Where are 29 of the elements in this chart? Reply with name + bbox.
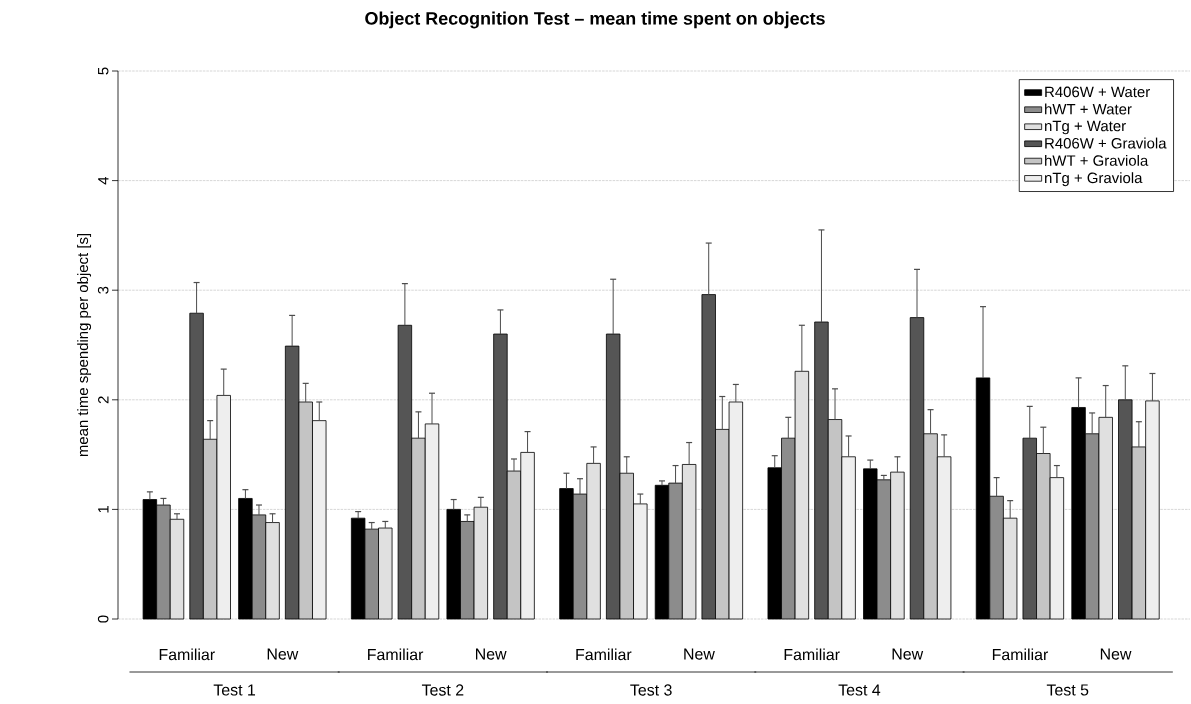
- legend-label: nTg + Graviola: [1045, 172, 1143, 187]
- y-tick-label: 5: [98, 67, 109, 75]
- text: Test 5: [1046, 684, 1089, 696]
- y-tick-label: 2: [98, 396, 109, 404]
- x-tick-label: Familiar: [992, 648, 1049, 661]
- x-tick-label: Familiar: [368, 648, 424, 661]
- y-axis-title: mean time spending per object [s]: [77, 233, 92, 457]
- y-tick-label: 1: [98, 505, 109, 513]
- x-tick-label: New: [267, 648, 299, 660]
- x-tick-label: New: [892, 648, 924, 660]
- text: Test 4: [838, 684, 881, 696]
- legend-label: R406W + Water: [1045, 86, 1150, 98]
- legend-label: hWT + Graviola: [1045, 154, 1149, 166]
- y-tick-label: 3: [97, 286, 109, 294]
- y-tick-label: 4: [98, 176, 109, 185]
- x-tick-label: Familiar: [159, 648, 215, 661]
- legend-label: nTg + Water: [1045, 120, 1126, 135]
- y-tick-label: 0: [97, 615, 109, 623]
- x-tick-label: Familiar: [576, 648, 632, 661]
- text: Test 1: [213, 684, 256, 696]
- text: Test 2: [421, 684, 464, 696]
- x-tick-label: Familiar: [784, 648, 840, 661]
- x-tick-label: New: [1100, 648, 1132, 660]
- x-tick-label: New: [684, 648, 715, 660]
- x-tick-label: New: [476, 648, 507, 660]
- chart-title: Object Recognition Test – mean time spent on objects: [365, 11, 825, 29]
- legend-label: R406W + Graviola: [1045, 137, 1167, 149]
- text: Test 3: [630, 684, 672, 696]
- legend-label: hWT + Water: [1045, 103, 1132, 115]
